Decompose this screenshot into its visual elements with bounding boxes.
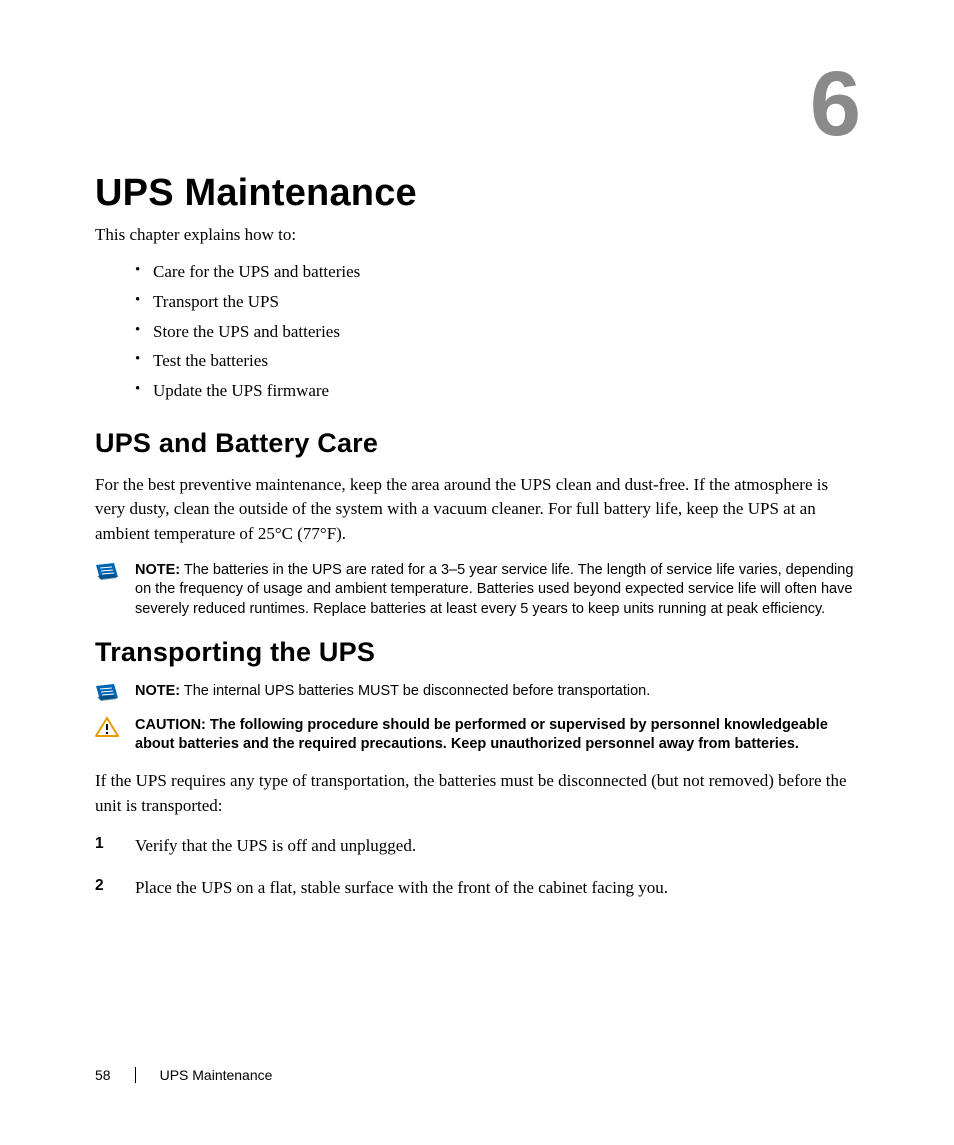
- list-item: Care for the UPS and batteries: [135, 257, 859, 287]
- section-heading: UPS and Battery Care: [95, 428, 859, 459]
- note-text: NOTE: The batteries in the UPS are rated…: [135, 561, 859, 620]
- page-number: 58: [95, 1067, 111, 1083]
- note-label: NOTE:: [135, 683, 180, 699]
- caution-text: CAUTION: The following procedure should …: [135, 716, 859, 755]
- caution-callout: CAUTION: The following procedure should …: [95, 716, 859, 755]
- step-item: Place the UPS on a flat, stable surface …: [95, 874, 859, 901]
- page-footer: 58 UPS Maintenance: [95, 1067, 272, 1083]
- note-text: NOTE: The internal UPS batteries MUST be…: [135, 682, 859, 702]
- section-heading: Transporting the UPS: [95, 637, 859, 668]
- note-body: The internal UPS batteries MUST be disco…: [180, 683, 650, 699]
- list-item: Store the UPS and batteries: [135, 317, 859, 347]
- note-icon: [95, 682, 135, 702]
- note-label: NOTE:: [135, 562, 180, 578]
- page-title: UPS Maintenance: [95, 172, 859, 215]
- footer-section: UPS Maintenance: [160, 1067, 273, 1083]
- list-item: Update the UPS firmware: [135, 376, 859, 406]
- body-paragraph: If the UPS requires any type of transpor…: [95, 769, 859, 818]
- topics-list: Care for the UPS and batteries Transport…: [135, 257, 859, 406]
- chapter-number: 6: [810, 58, 859, 150]
- steps-list: Verify that the UPS is off and unplugged…: [95, 832, 859, 900]
- caution-body: The following procedure should be perfor…: [135, 717, 828, 753]
- note-body: The batteries in the UPS are rated for a…: [135, 562, 853, 617]
- footer-divider: [135, 1067, 136, 1083]
- intro-text: This chapter explains how to:: [95, 225, 859, 245]
- note-callout: NOTE: The internal UPS batteries MUST be…: [95, 682, 859, 702]
- step-item: Verify that the UPS is off and unplugged…: [95, 832, 859, 859]
- body-paragraph: For the best preventive maintenance, kee…: [95, 473, 859, 547]
- list-item: Test the batteries: [135, 346, 859, 376]
- note-icon: [95, 561, 135, 620]
- list-item: Transport the UPS: [135, 287, 859, 317]
- caution-icon: [95, 716, 135, 755]
- note-callout: NOTE: The batteries in the UPS are rated…: [95, 561, 859, 620]
- caution-label: CAUTION:: [135, 717, 206, 733]
